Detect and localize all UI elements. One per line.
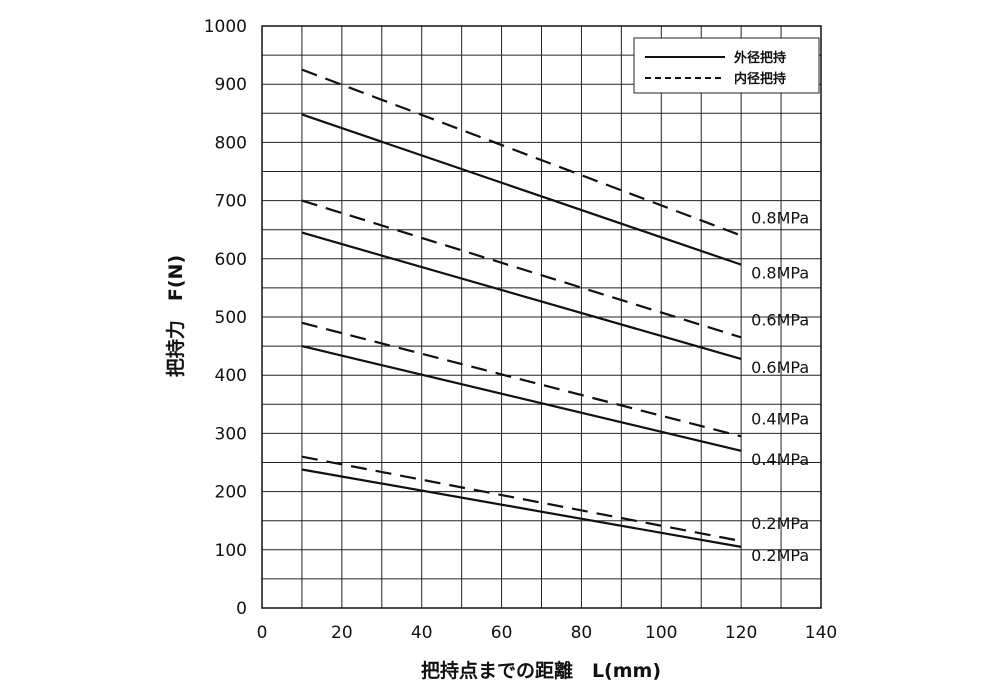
series-label-inner-0-6MPa: 0.6MPa xyxy=(751,310,809,329)
x-axis-title: 把持点までの距離 L(mm) xyxy=(421,659,661,682)
y-tick-label: 600 xyxy=(215,250,247,270)
y-tick-label: 900 xyxy=(215,75,247,95)
series-label-inner-0-2MPa: 0.2MPa xyxy=(751,514,809,533)
series-label-outer-0-4MPa: 0.4MPa xyxy=(751,450,809,469)
y-tick-label: 300 xyxy=(215,424,247,444)
legend-box xyxy=(633,37,820,94)
x-tick-label: 80 xyxy=(571,623,593,643)
x-tick-label: 140 xyxy=(805,623,837,643)
series-label-inner-0-4MPa: 0.4MPa xyxy=(751,409,809,428)
series-labels: 0.8MPa 0.8MPa 0.6MPa 0.6MPa 0.4MPa 0.4MPa 0.2M… xyxy=(751,209,809,565)
series-line-outer-0-2MPa xyxy=(301,468,742,548)
y-tick-label: 800 xyxy=(215,133,247,153)
series-line-inner-0-8MPa xyxy=(301,68,742,237)
y-tick-label: 500 xyxy=(215,308,247,328)
y-tick-label: 200 xyxy=(215,483,247,503)
x-tick-label: 100 xyxy=(645,623,677,643)
series-line-outer-0-8MPa xyxy=(301,113,742,266)
series-line-inner-0-2MPa xyxy=(301,455,742,543)
series-line-inner-0-4MPa xyxy=(301,321,742,438)
x-tick-label: 120 xyxy=(725,623,757,643)
series-label-outer-0-8MPa: 0.8MPa xyxy=(751,264,809,283)
series-label-outer-0-6MPa: 0.6MPa xyxy=(751,358,809,377)
series-line-outer-0-4MPa xyxy=(301,345,742,452)
series-lines xyxy=(301,68,742,548)
grid xyxy=(261,25,822,609)
plot-frame xyxy=(261,25,822,609)
series-label-outer-0-2MPa: 0.2MPa xyxy=(751,546,809,565)
y-tick-label: 1000 xyxy=(204,17,247,37)
legend-label-inner: 内径把持 xyxy=(734,71,786,87)
y-tick-label: 700 xyxy=(215,192,247,212)
x-tick-label: 0 xyxy=(257,623,268,643)
series-label-inner-0-8MPa: 0.8MPa xyxy=(751,209,809,228)
x-tick-label: 20 xyxy=(331,623,353,643)
series-line-outer-0-6MPa xyxy=(301,231,742,360)
y-axis-ticks: 0 100 200 300 400 500 600 700 800 900 1000 xyxy=(204,17,247,619)
y-tick-label: 0 xyxy=(236,599,247,619)
y-tick-label: 400 xyxy=(215,366,247,386)
x-tick-label: 40 xyxy=(411,623,433,643)
x-axis-ticks: 0 20 40 60 80 100 120 140 xyxy=(257,623,838,643)
series-line-inner-0-6MPa xyxy=(301,199,742,339)
legend: 外径把持 内径把持 xyxy=(633,37,820,94)
legend-label-outer: 外径把持 xyxy=(733,50,786,66)
x-tick-label: 60 xyxy=(491,623,513,643)
y-axis-title: 把持力 F(N) xyxy=(164,255,187,377)
y-tick-label: 100 xyxy=(215,541,247,561)
